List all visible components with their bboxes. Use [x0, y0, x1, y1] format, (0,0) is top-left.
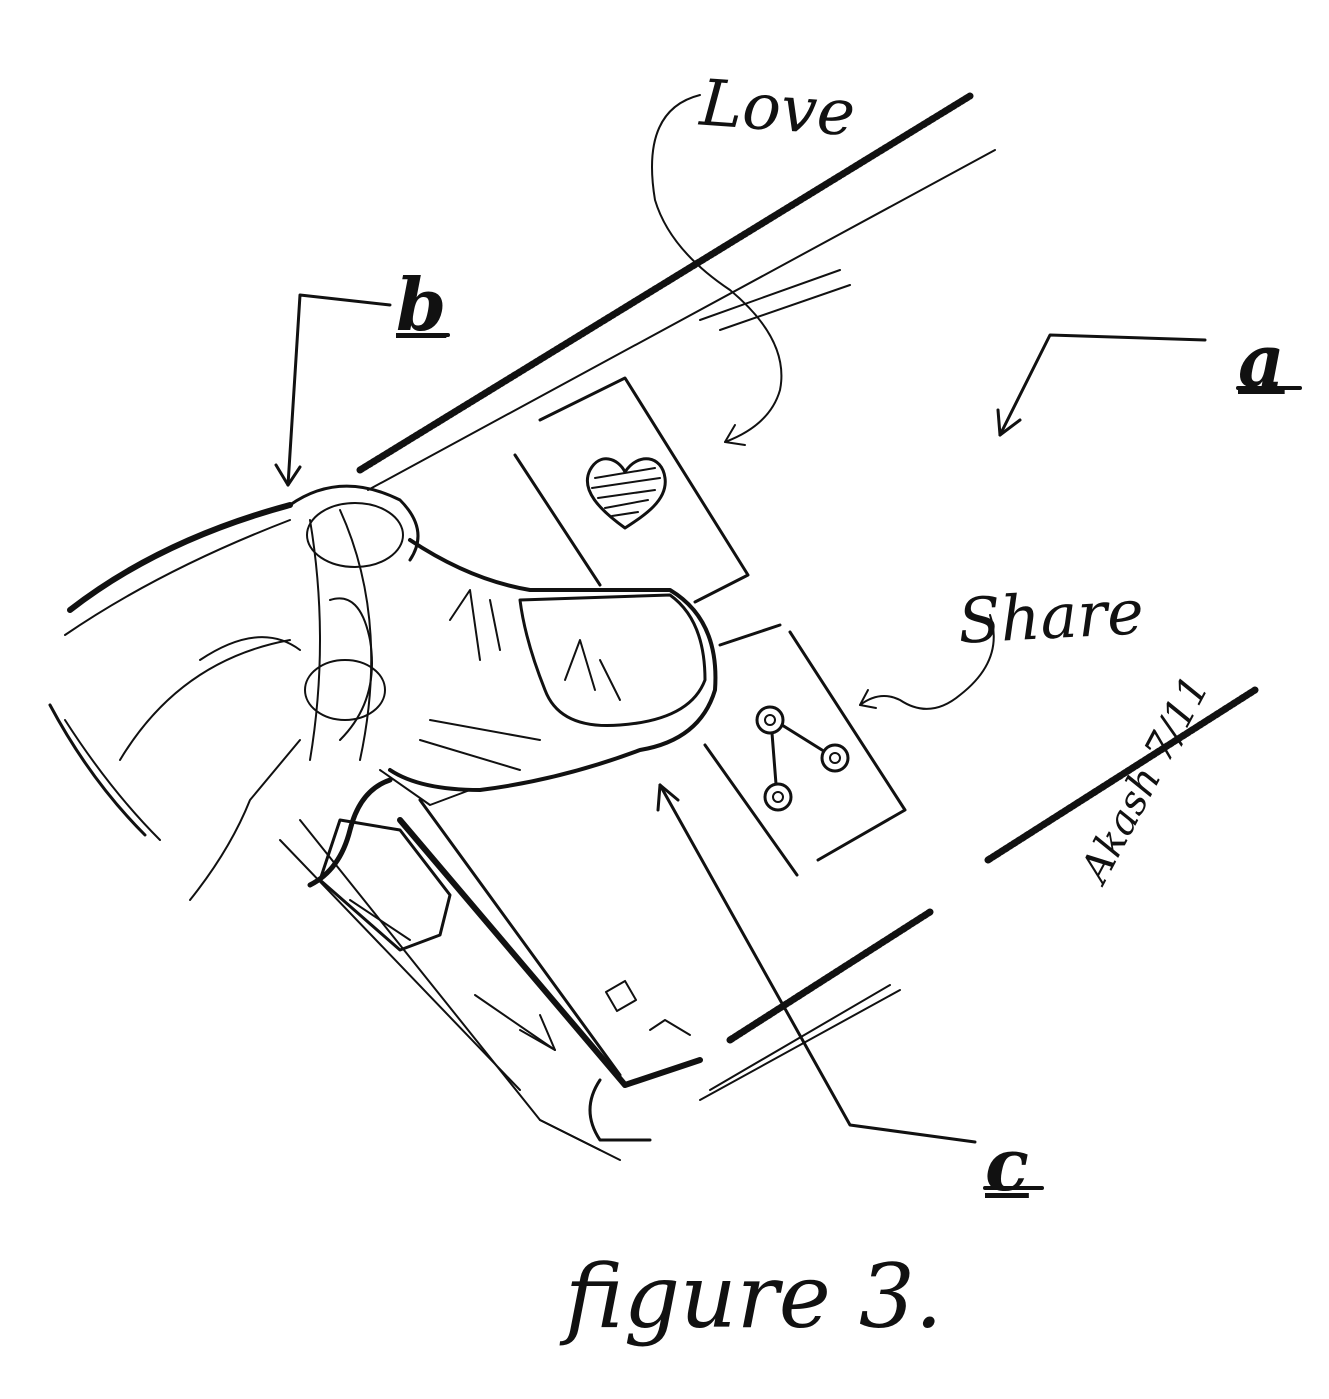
- share-button: [703, 623, 907, 877]
- love-label: Love: [697, 66, 858, 152]
- callout-love: [651, 94, 783, 446]
- hand: [48, 484, 718, 901]
- callout-a: [996, 333, 1207, 437]
- heart-icon: [585, 457, 667, 530]
- callout-b: [274, 293, 392, 487]
- callout-c: [656, 783, 977, 1144]
- share-icon: [755, 705, 850, 812]
- label-c: c: [985, 1122, 1029, 1207]
- figure-caption: figure 3.: [565, 1245, 943, 1348]
- love-button: [513, 376, 750, 604]
- label-b: b: [396, 262, 447, 347]
- callout-share: [859, 614, 995, 710]
- label-a: a: [1238, 318, 1285, 403]
- share-label: Share: [956, 575, 1146, 658]
